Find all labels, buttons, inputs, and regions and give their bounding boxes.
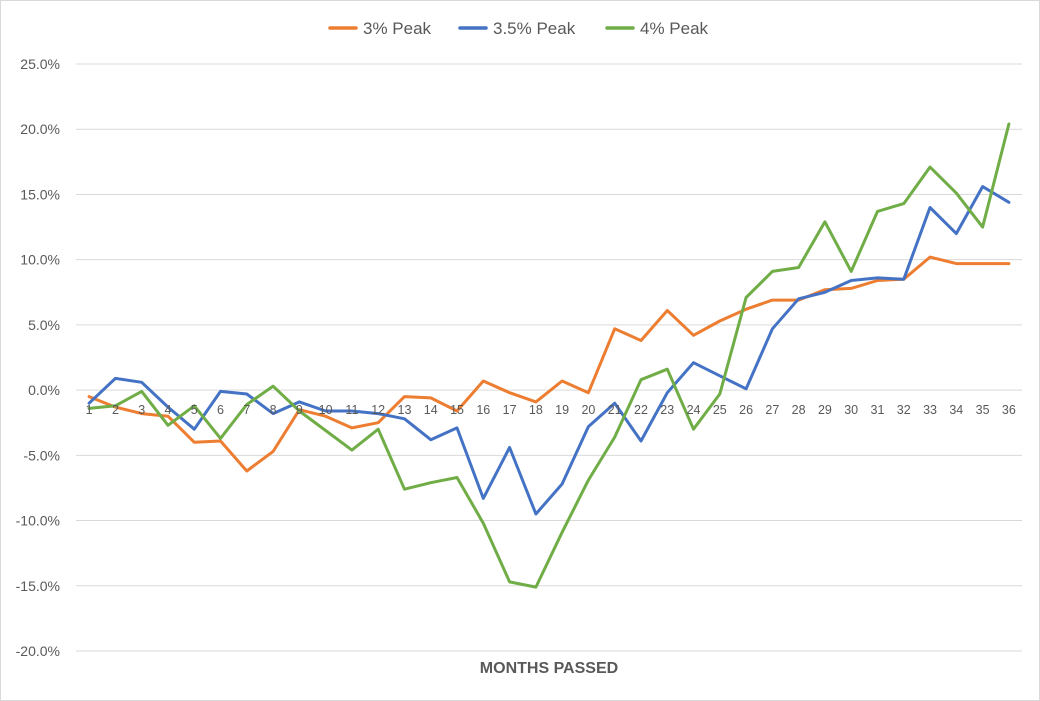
x-tick-label: 33 <box>923 403 937 417</box>
y-tick-label: 5.0% <box>28 317 60 333</box>
y-tick-label: 25.0% <box>20 56 60 72</box>
x-tick-label: 5 <box>191 403 198 417</box>
x-tick-label: 30 <box>844 403 858 417</box>
y-tick-label: -5.0% <box>23 447 60 463</box>
x-tick-label: 21 <box>608 403 622 417</box>
legend-label: 4% Peak <box>640 19 709 38</box>
x-tick-label: 13 <box>398 403 412 417</box>
series-line-2 <box>87 185 1011 516</box>
x-tick-label: 19 <box>555 403 569 417</box>
series-line-3 <box>87 122 1011 589</box>
x-tick-label: 1 <box>86 403 93 417</box>
y-tick-label: 10.0% <box>20 252 60 268</box>
x-tick-label: 22 <box>634 403 648 417</box>
x-tick-label: 36 <box>1002 403 1016 417</box>
y-tick-label: 0.0% <box>28 382 60 398</box>
x-tick-label: 29 <box>818 403 832 417</box>
x-tick-label: 16 <box>476 403 490 417</box>
x-tick-label: 2 <box>112 403 119 417</box>
y-tick-label: -20.0% <box>16 643 60 659</box>
y-tick-label: 15.0% <box>20 186 60 202</box>
x-tick-label: 14 <box>424 403 438 417</box>
y-axis-tick-labels: 25.0% 20.0% 15.0% 10.0% 5.0% 0.0% -5.0% -10.0% -… <box>16 56 60 659</box>
x-tick-label: 28 <box>792 403 806 417</box>
x-tick-label: 8 <box>270 403 277 417</box>
x-tick-label: 31 <box>871 403 885 417</box>
y-tick-label: -10.0% <box>16 513 60 529</box>
legend: 3% Peak 3.5% Peak 4% Peak <box>328 19 709 38</box>
x-tick-label: 4 <box>164 403 171 417</box>
x-tick-label: 7 <box>243 403 250 417</box>
gridlines <box>76 63 1022 652</box>
x-tick-label: 35 <box>976 403 990 417</box>
legend-label: 3.5% Peak <box>493 19 576 38</box>
x-tick-label: 24 <box>687 403 701 417</box>
x-tick-label: 34 <box>949 403 963 417</box>
x-axis-tick-labels: 1 2 3 4 5 6 7 8 9 10 11 12 13 14 15 16 17 18 19 20 21 22 23 24 2… <box>86 403 1016 417</box>
legend-label: 3% Peak <box>363 19 432 38</box>
x-tick-label: 10 <box>319 403 333 417</box>
y-tick-label: -15.0% <box>16 578 60 594</box>
x-tick-label: 12 <box>371 403 385 417</box>
x-tick-label: 17 <box>503 403 517 417</box>
x-tick-label: 23 <box>660 403 674 417</box>
x-tick-label: 6 <box>217 403 224 417</box>
x-tick-label: 3 <box>138 403 145 417</box>
x-tick-label: 27 <box>765 403 779 417</box>
series-line-1 <box>87 255 1011 473</box>
x-tick-label: 32 <box>897 403 911 417</box>
x-tick-label: 25 <box>713 403 727 417</box>
x-tick-label: 9 <box>296 403 303 417</box>
x-axis-label: MONTHS PASSED <box>480 660 618 677</box>
x-tick-label: 15 <box>450 403 464 417</box>
x-tick-label: 20 <box>581 403 595 417</box>
x-tick-label: 18 <box>529 403 543 417</box>
y-tick-label: 20.0% <box>20 121 60 137</box>
series-lines <box>87 122 1011 589</box>
x-tick-label: 11 <box>345 403 358 417</box>
x-tick-label: 26 <box>739 403 753 417</box>
